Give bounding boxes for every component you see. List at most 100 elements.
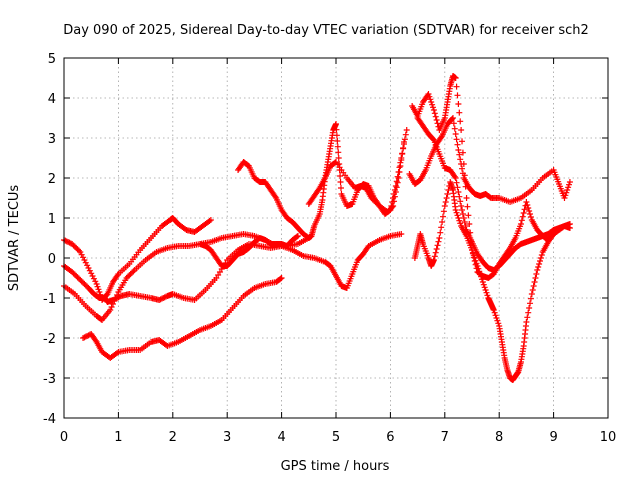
data-point [527, 211, 534, 217]
data-point [337, 179, 344, 185]
grid-lines [64, 58, 608, 418]
data-point [434, 242, 441, 249]
data-point [534, 267, 541, 273]
series-8 [409, 73, 557, 281]
data-point [80, 335, 87, 341]
data-point [527, 300, 534, 307]
data-point [396, 169, 403, 175]
data-point [129, 269, 135, 276]
data-point [207, 217, 214, 223]
data-point [401, 136, 408, 143]
data-point [294, 233, 301, 239]
data-point [206, 218, 213, 224]
data-point [430, 104, 437, 111]
data-point [391, 198, 398, 205]
data-point [85, 265, 92, 271]
data-point [86, 267, 93, 274]
data-point [93, 281, 100, 287]
data-point [160, 295, 167, 301]
data-point [459, 165, 466, 172]
data-point [123, 275, 130, 281]
data-point [453, 179, 460, 186]
data-point [272, 193, 279, 200]
data-point [368, 195, 375, 201]
data-point [77, 277, 84, 283]
data-point [459, 211, 466, 217]
data-point [109, 301, 116, 307]
data-point [491, 309, 498, 316]
data-point [334, 143, 341, 150]
data-point [480, 281, 487, 288]
data-point [452, 131, 459, 137]
data-point [278, 275, 285, 281]
data-point [537, 258, 543, 264]
data-point [454, 184, 461, 191]
data-point [481, 284, 488, 291]
data-point [459, 207, 466, 213]
data-point [66, 239, 73, 246]
x-tick-label: 8 [495, 430, 503, 445]
data-point [449, 116, 456, 122]
data-point [454, 92, 461, 99]
data-point [455, 215, 462, 221]
data-point [528, 291, 535, 297]
data-point [439, 219, 446, 225]
data-point [73, 245, 80, 251]
data-point [495, 320, 502, 327]
data-point [449, 115, 456, 121]
data-point [84, 333, 91, 339]
data-point [561, 195, 568, 201]
data-point [334, 138, 341, 144]
data-point [563, 189, 570, 196]
data-point [425, 91, 432, 97]
series-5 [235, 121, 410, 241]
data-point [456, 193, 463, 200]
data-point [81, 334, 88, 341]
data-point [458, 127, 465, 133]
data-point [527, 214, 534, 220]
data-point [398, 231, 405, 237]
data-point [437, 229, 444, 236]
data-point [452, 207, 459, 213]
data-point [430, 136, 437, 142]
data-point [440, 208, 447, 215]
data-point [523, 199, 530, 205]
data-point [466, 221, 473, 227]
data-point [427, 96, 434, 103]
data-point [78, 251, 85, 258]
data-point [127, 271, 134, 277]
y-tick-label: -4 [43, 412, 56, 427]
data-point [460, 161, 467, 167]
chart-title: Day 090 of 2025, Sidereal Day-to-day VTE… [63, 23, 589, 38]
data-point [523, 319, 530, 325]
x-tick-label: 4 [277, 430, 285, 445]
data-point [130, 268, 137, 275]
data-point [333, 126, 340, 133]
data-point [74, 246, 81, 253]
y-tick-label: -2 [43, 332, 56, 347]
series-7 [406, 115, 573, 205]
data-point [492, 312, 499, 319]
data-point [459, 138, 466, 145]
data-point [401, 139, 407, 145]
x-tick-label: 0 [60, 430, 68, 445]
data-point [394, 173, 401, 180]
data-point [530, 283, 537, 289]
data-point [482, 287, 489, 293]
data-point [453, 83, 460, 90]
data-point [565, 184, 572, 191]
data-point [520, 210, 527, 216]
data-point [391, 193, 398, 200]
data-point [400, 145, 407, 151]
data-point [525, 309, 532, 316]
data-point [69, 241, 76, 247]
data-point [433, 246, 440, 252]
data-point [69, 269, 76, 275]
data-point [459, 149, 466, 156]
data-point [457, 118, 464, 125]
data-point [536, 261, 543, 267]
data-point [89, 273, 96, 279]
data-point [456, 151, 463, 158]
data-point [477, 271, 484, 277]
data-point [471, 255, 478, 261]
